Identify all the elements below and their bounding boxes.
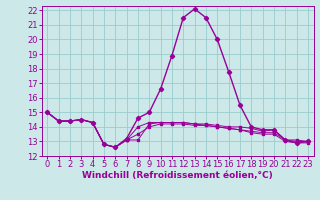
X-axis label: Windchill (Refroidissement éolien,°C): Windchill (Refroidissement éolien,°C) [82,171,273,180]
